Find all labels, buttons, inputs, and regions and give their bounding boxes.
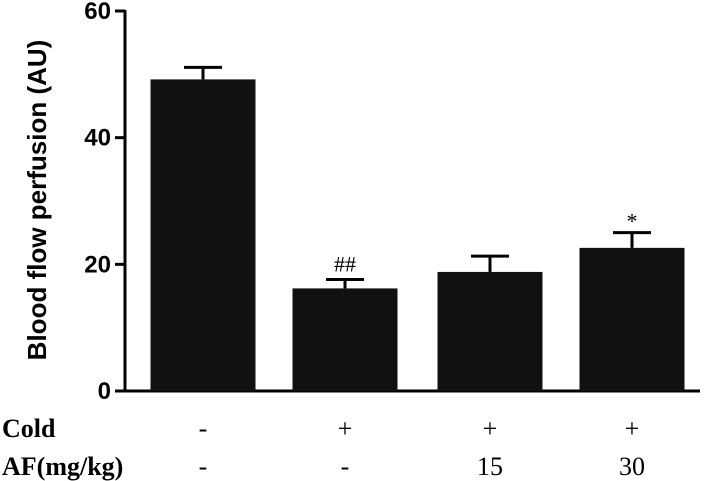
significance-labels: ## *	[334, 209, 638, 277]
y-tick-label: 20	[84, 251, 111, 278]
condition-value: -	[341, 452, 350, 481]
y-tick-label: 0	[98, 378, 111, 405]
y-tick-label: 40	[84, 125, 111, 152]
y-axis-title: Blood flow perfusion (AU)	[22, 40, 52, 361]
condition-value: -	[199, 414, 208, 443]
significance-label: ##	[334, 252, 356, 277]
bar	[292, 288, 398, 391]
condition-row-label: AF(mg/kg)	[2, 452, 123, 481]
condition-value: +	[483, 414, 498, 443]
bar	[437, 271, 543, 391]
condition-value: 15	[477, 452, 503, 481]
y-axis-ticks: 0 20 40 60	[84, 0, 125, 405]
y-tick-label: 60	[84, 0, 111, 25]
condition-value: 30	[619, 452, 645, 481]
bar	[150, 79, 256, 392]
condition-rows: Cold - + + + AF(mg/kg) - - 15 30	[2, 414, 645, 481]
condition-value: -	[199, 452, 208, 481]
condition-value: +	[625, 414, 640, 443]
significance-label: *	[627, 209, 638, 234]
condition-row-label: Cold	[2, 414, 56, 443]
bar	[579, 247, 685, 391]
condition-value: +	[338, 414, 353, 443]
bars	[150, 65, 685, 392]
